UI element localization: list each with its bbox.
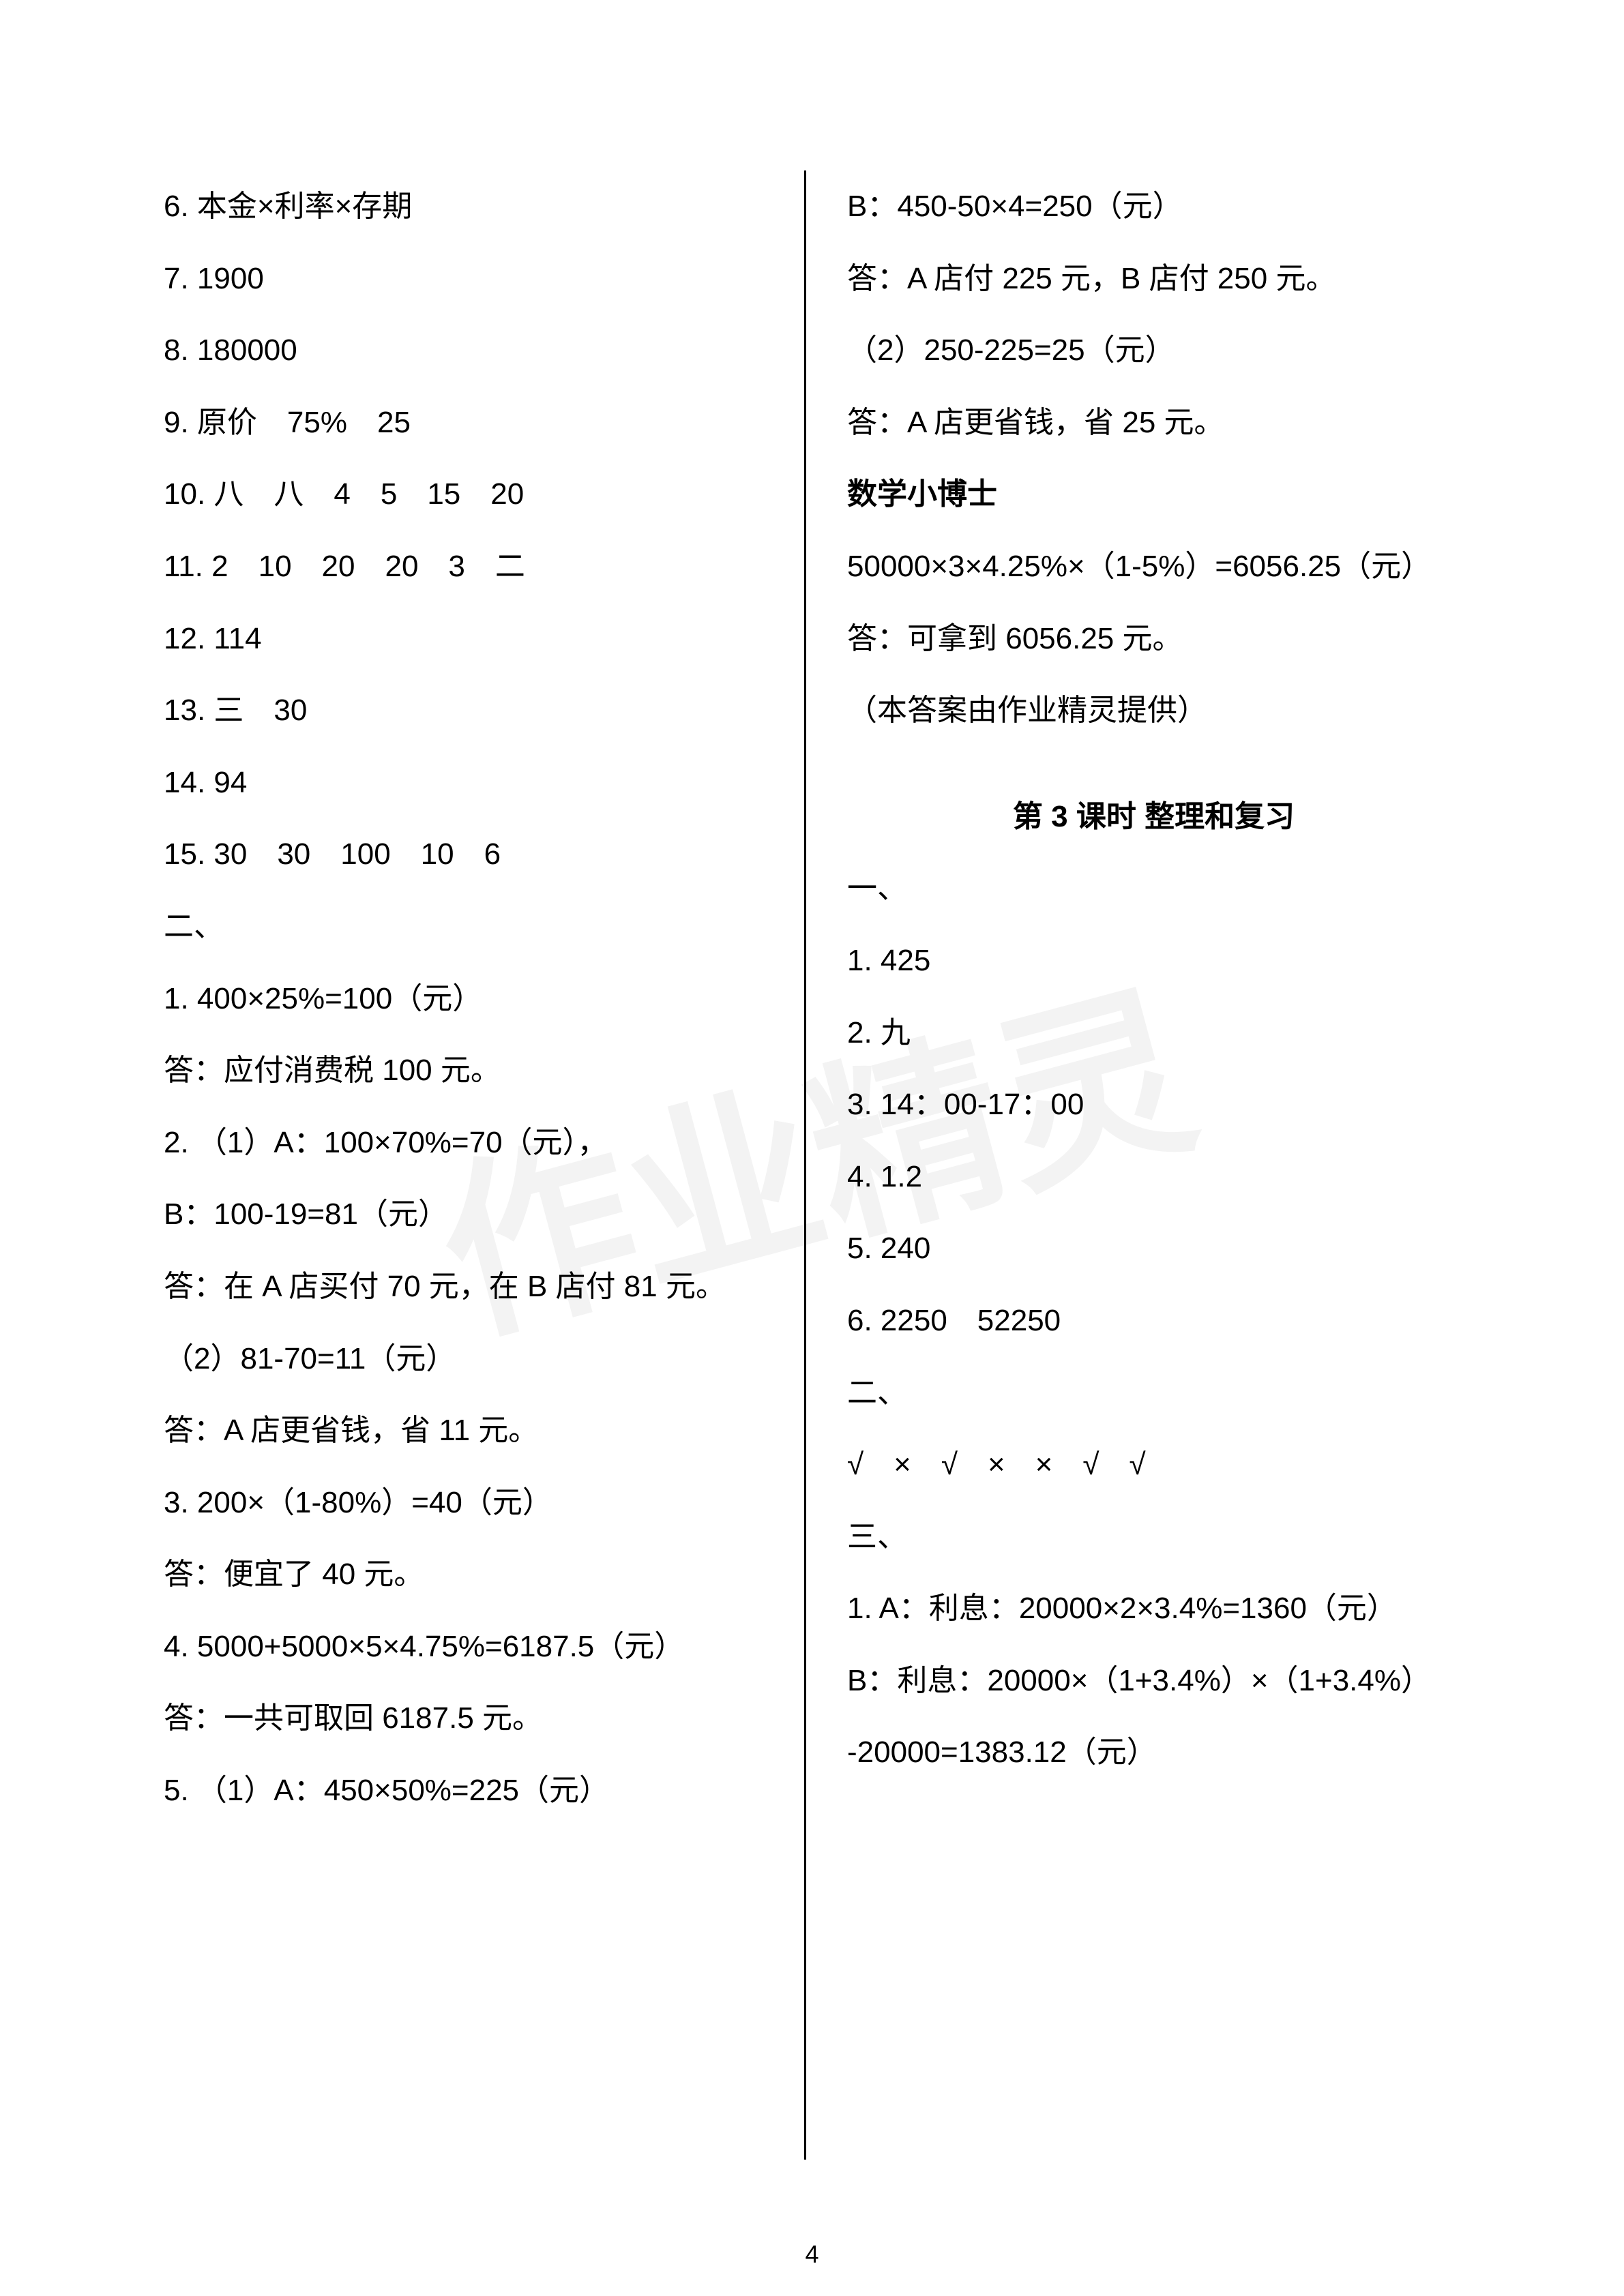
answer-line: 14. 94 <box>164 747 777 819</box>
answer-line: 1. 425 <box>847 925 1460 997</box>
answer-line: 三、 <box>847 1501 1460 1573</box>
spacer <box>847 747 1460 781</box>
answer-line: 答：可拿到 6056.25 元。 <box>847 603 1460 675</box>
answer-line: 9. 原价 75% 25 <box>164 387 777 459</box>
answer-line: 答：A 店更省钱，省 25 元。 <box>847 387 1460 459</box>
answer-line: 5. （1）A：450×50%=225（元） <box>164 1755 777 1827</box>
answer-line: 4. 5000+5000×5×4.75%=6187.5（元） <box>164 1611 777 1683</box>
answer-line: 一、 <box>847 852 1460 925</box>
answer-line: 6. 本金×利率×存期 <box>164 170 777 243</box>
answer-line: 答：在 A 店买付 70 元，在 B 店付 81 元。 <box>164 1251 777 1323</box>
left-column: 6. 本金×利率×存期7. 19008. 1800009. 原价 75% 251… <box>136 170 806 2160</box>
answer-line: 1. 400×25%=100（元） <box>164 963 777 1035</box>
answer-line: B：利息：20000×（1+3.4%）×（1+3.4%） <box>847 1645 1460 1717</box>
answer-line: 数学小博士 <box>847 458 1460 531</box>
page-number: 4 <box>805 2240 818 2269</box>
answer-line: 13. 三 30 <box>164 674 777 747</box>
answer-line: 12. 114 <box>164 603 777 675</box>
answer-line: 50000×3×4.25%×（1-5%）=6056.25（元） <box>847 531 1460 603</box>
answer-line: （2）250-225=25（元） <box>847 314 1460 387</box>
answer-line: 答：应付消费税 100 元。 <box>164 1034 777 1107</box>
answer-line: 2. （1）A：100×70%=70（元）， <box>164 1107 777 1179</box>
answer-line: 答：A 店付 225 元，B 店付 250 元。 <box>847 243 1460 315</box>
answer-line: 10. 八 八 4 5 15 20 <box>164 458 777 531</box>
answer-line: （本答案由作业精灵提供） <box>847 674 1460 747</box>
answer-line: 7. 1900 <box>164 243 777 315</box>
answer-line: 二、 <box>164 891 777 963</box>
answer-line: 6. 2250 52250 <box>847 1285 1460 1357</box>
answer-line: B：100-19=81（元） <box>164 1178 777 1251</box>
answer-line: 答：一共可取回 6187.5 元。 <box>164 1682 777 1755</box>
answer-line: 8. 180000 <box>164 314 777 387</box>
answer-line: 3. 14：00-17：00 <box>847 1069 1460 1141</box>
answer-line: 二、 <box>847 1357 1460 1429</box>
answer-line: 5. 240 <box>847 1212 1460 1285</box>
answer-line: 答：A 店更省钱，省 11 元。 <box>164 1395 777 1467</box>
answer-line: B：450-50×4=250（元） <box>847 170 1460 243</box>
answer-line: 15. 30 30 100 10 6 <box>164 818 777 891</box>
answer-line: 第 3 课时 整理和复习 <box>847 781 1460 853</box>
answer-line: （2）81-70=11（元） <box>164 1323 777 1395</box>
page-container: 6. 本金×利率×存期7. 19008. 1800009. 原价 75% 251… <box>0 0 1624 2228</box>
answer-line: 答：便宜了 40 元。 <box>164 1538 777 1611</box>
answer-line: 1. A：利息：20000×2×3.4%=1360（元） <box>847 1572 1460 1645</box>
answer-line: 11. 2 10 20 20 3 二 <box>164 531 777 603</box>
answer-line: 4. 1.2 <box>847 1141 1460 1213</box>
answer-line: √ × √ × × √ √ <box>847 1429 1460 1501</box>
right-column: B：450-50×4=250（元）答：A 店付 225 元，B 店付 250 元… <box>806 170 1488 2160</box>
answer-line: 3. 200×（1-80%）=40（元） <box>164 1467 777 1539</box>
answer-line: -20000=1383.12（元） <box>847 1716 1460 1789</box>
answer-line: 2. 九 <box>847 997 1460 1069</box>
